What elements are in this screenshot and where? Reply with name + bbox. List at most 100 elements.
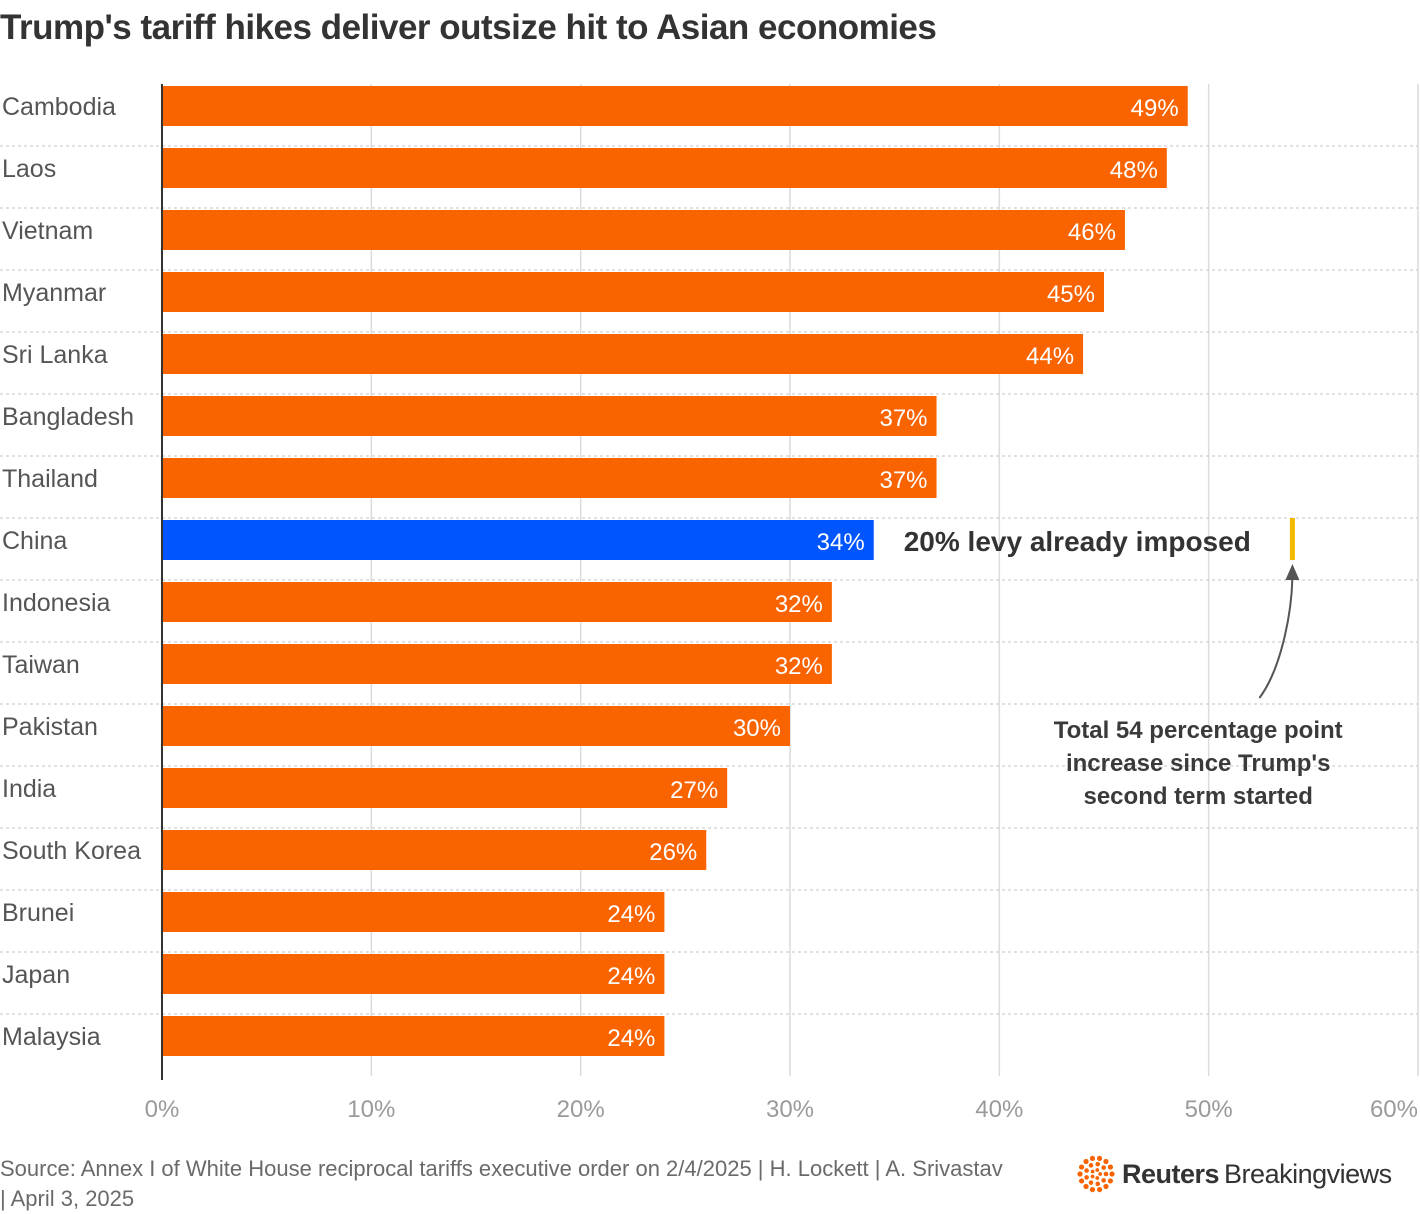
logo-dot [1098, 1172, 1103, 1176]
logo-dot [1088, 1180, 1094, 1185]
category-label: Vietnam [2, 217, 93, 245]
logo-dot [1089, 1155, 1096, 1162]
tick-label: 50% [1185, 1096, 1233, 1123]
data-label: 24% [607, 901, 655, 928]
x-tick-labels: 0% 10% 20% 30% 40% 50% 60% [145, 1096, 1418, 1123]
tick-label: 0% [145, 1096, 180, 1123]
bar [162, 86, 1188, 126]
data-label: 37% [879, 467, 927, 494]
bar [162, 520, 874, 560]
levy-label: 20% levy already imposed [904, 526, 1251, 557]
data-label: 34% [817, 529, 865, 556]
logo-dot [1084, 1175, 1089, 1180]
tick-label: 20% [557, 1096, 605, 1123]
logo-dot [1078, 1178, 1085, 1184]
reuters-breakingviews-logo: Reuters Breakingviews [1076, 1154, 1392, 1194]
data-label: 37% [879, 405, 927, 432]
logo-dot [1101, 1165, 1106, 1170]
category-label: Myanmar [2, 279, 106, 307]
annotation-note-line: Total 54 percentage point [1054, 717, 1343, 744]
bar [162, 768, 728, 808]
annotation-note-line: increase since Trump's [1066, 750, 1331, 777]
bar [162, 582, 832, 622]
tick-label: 40% [975, 1096, 1023, 1123]
logo-dot [1084, 1168, 1089, 1173]
data-label: 49% [1131, 95, 1179, 122]
category-label: Malaysia [2, 1023, 101, 1051]
data-label: 46% [1068, 219, 1116, 246]
logo-dot [1077, 1171, 1083, 1177]
arrow-head [1285, 564, 1300, 580]
logo-dot [1095, 1181, 1101, 1187]
bar [162, 830, 707, 870]
bar [162, 954, 665, 994]
bar [162, 1016, 665, 1056]
data-label: 24% [607, 1025, 655, 1052]
bar [162, 644, 832, 684]
category-label: Japan [2, 961, 70, 989]
category-label: South Korea [2, 837, 141, 865]
annotation-arrow [1258, 577, 1294, 699]
data-label: 27% [670, 777, 718, 804]
bar [162, 396, 937, 436]
logo-dot [1090, 1169, 1095, 1174]
bar [162, 334, 1084, 374]
data-label: 26% [649, 839, 697, 866]
category-label: Cambodia [2, 93, 116, 121]
data-label: 48% [1110, 157, 1158, 184]
logo-dot [1103, 1171, 1109, 1177]
data-label: 44% [1026, 343, 1074, 370]
logo-dot [1103, 1158, 1109, 1165]
data-label: 45% [1047, 281, 1095, 308]
category-label: Sri Lanka [2, 341, 108, 369]
logo-dot [1096, 1155, 1103, 1162]
category-label: Laos [2, 155, 56, 183]
annotations: 20% levy already imposed Total 54 percent… [904, 518, 1343, 810]
category-label: Thailand [2, 465, 98, 493]
logo-dot [1083, 1158, 1089, 1165]
bar [162, 458, 937, 498]
category-label: Brunei [2, 899, 74, 927]
logo-dot [1090, 1174, 1095, 1179]
logo-dot [1089, 1186, 1096, 1193]
logo-dot [1078, 1164, 1085, 1170]
bar [162, 706, 790, 746]
category-label: Taiwan [2, 651, 80, 679]
tick-label: 30% [766, 1096, 814, 1123]
data-label: 32% [775, 591, 823, 618]
logo-dot [1095, 1168, 1100, 1172]
logo-sub: Breakingviews [1224, 1158, 1392, 1189]
logo-dot [1088, 1163, 1094, 1168]
bar [162, 272, 1104, 312]
tick-label: 10% [347, 1096, 395, 1123]
reuters-dots-icon [1077, 1155, 1115, 1193]
logo-dot [1103, 1183, 1109, 1190]
bar [162, 892, 665, 932]
category-label: Indonesia [2, 589, 111, 617]
logo-dot [1095, 1176, 1100, 1180]
logo-dot [1109, 1171, 1115, 1177]
chart-title: Trump's tariff hikes deliver outsize hit… [0, 8, 937, 47]
value-labels: 49% 48% 46% 45% 44% 37% 37% 34% 32% 32% 30% 27% 26% 2… [607, 95, 1178, 1052]
logo-dot [1083, 1183, 1089, 1190]
logo-dot [1107, 1164, 1114, 1170]
logo-dot [1095, 1161, 1101, 1167]
bar [162, 210, 1125, 250]
bar-chart: Cambodia Laos Vietnam Myanmar Sri Lanka Bangl… [0, 84, 1419, 1123]
logo-dot [1101, 1178, 1106, 1183]
category-label: China [2, 527, 67, 555]
logo-dot [1096, 1186, 1103, 1193]
logo-dot [1107, 1178, 1114, 1184]
data-label: 30% [733, 715, 781, 742]
source-note: Source: Annex I of White House reciproca… [0, 1156, 1003, 1211]
bars [162, 86, 1188, 1056]
category-label: India [2, 775, 56, 803]
annotation-note-line: second term started [1083, 783, 1312, 810]
data-label: 24% [607, 963, 655, 990]
levy-marker [1289, 518, 1295, 560]
tick-label: 60% [1370, 1096, 1418, 1123]
logo-brand: Reuters [1122, 1158, 1220, 1189]
bar [162, 148, 1167, 188]
category-label: Pakistan [2, 713, 98, 741]
category-labels: Cambodia Laos Vietnam Myanmar Sri Lanka Bangl… [2, 93, 141, 1051]
